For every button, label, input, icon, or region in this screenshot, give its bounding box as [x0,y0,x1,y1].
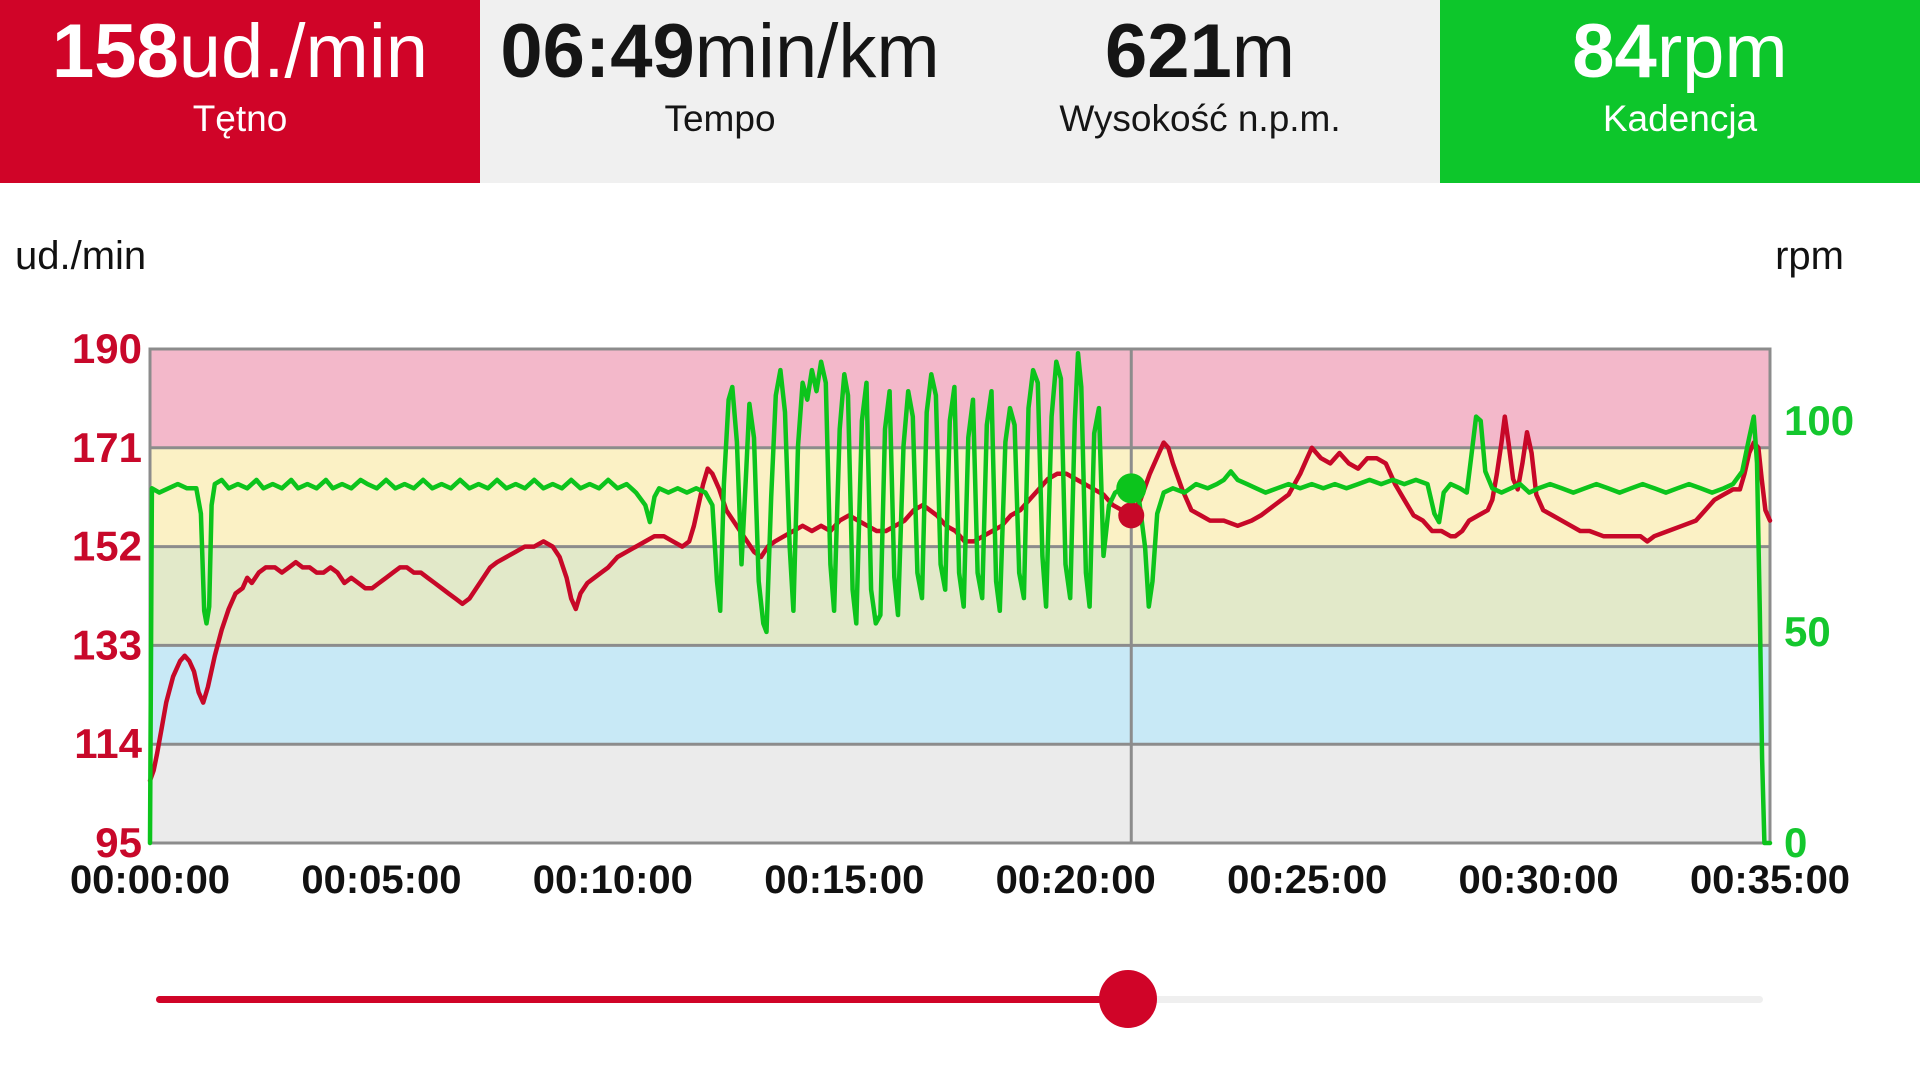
right-axis-tick-label: 0 [1784,819,1807,866]
slider-track-filled[interactable] [156,996,1128,1003]
pace-label: Tempo [664,97,776,139]
stat-card-heart-rate[interactable]: 158ud./min Tętno [0,0,480,183]
x-axis-tick-label: 00:30:00 [1459,858,1619,902]
hr-zone-band [150,744,1770,843]
heart-rate-label: Tętno [192,97,288,139]
left-axis-tick-label: 152 [72,523,142,570]
heart_rate-series-line [147,414,1773,783]
cadence-unit: rpm [1656,9,1788,94]
x-axis-tick-label: 00:15:00 [764,858,924,902]
left-axis-tick-label: 95 [95,819,142,866]
heart-rate-value-row: 158ud./min [52,10,428,94]
right-axis-tick-label: 100 [1784,397,1854,444]
cadence-value: 84 [1572,9,1657,94]
left-axis-tick-label: 133 [72,621,142,668]
altitude-value: 621 [1104,9,1232,94]
cadence-series-line [147,350,1773,846]
cursor-cadence-dot [1116,473,1147,504]
right-axis-title: rpm [1775,234,1844,278]
stat-card-altitude[interactable]: 621m Wysokość n.p.m. [960,0,1440,183]
pace-value-row: 06:49min/km [500,10,939,94]
altitude-label: Wysokość n.p.m. [1059,97,1341,139]
x-axis-tick-label: 00:20:00 [996,858,1156,902]
cadence-label: Kadencja [1602,97,1758,139]
x-axis-tick-label: 00:05:00 [301,858,461,902]
heart-rate-value: 158 [51,9,179,94]
slider-handle[interactable] [1099,970,1157,1028]
x-axis-tick-label: 00:00:00 [70,858,230,902]
right-axis-tick-label: 50 [1784,608,1831,655]
stat-card-cadence[interactable]: 84rpm Kadencja [1440,0,1920,183]
x-axis-tick-label: 00:35:00 [1690,858,1850,902]
pace-value: 06:49 [500,9,695,94]
x-axis-tick-label: 00:10:00 [533,858,693,902]
stats-bar: 158ud./min Tętno 06:49min/km Tempo 621m … [0,0,1920,183]
left-axis-title: ud./min [15,234,147,278]
left-axis-tick-label: 190 [72,325,142,372]
altitude-unit: m [1231,9,1296,94]
time-slider[interactable] [0,940,1920,1060]
left-axis-tick-label: 114 [74,720,142,767]
hr-zone-band [150,645,1770,745]
stat-card-pace[interactable]: 06:49min/km Tempo [480,0,960,183]
altitude-value-row: 621m [1105,10,1295,94]
x-axis-tick-label: 00:25:00 [1227,858,1387,902]
pace-unit: min/km [694,9,940,94]
cadence-value-row: 84rpm [1572,10,1787,94]
left-axis-tick-label: 171 [72,424,142,471]
cursor-heart-rate-dot [1118,502,1145,529]
hr-zone-band [150,349,1770,448]
heart-rate-unit: ud./min [178,9,429,94]
